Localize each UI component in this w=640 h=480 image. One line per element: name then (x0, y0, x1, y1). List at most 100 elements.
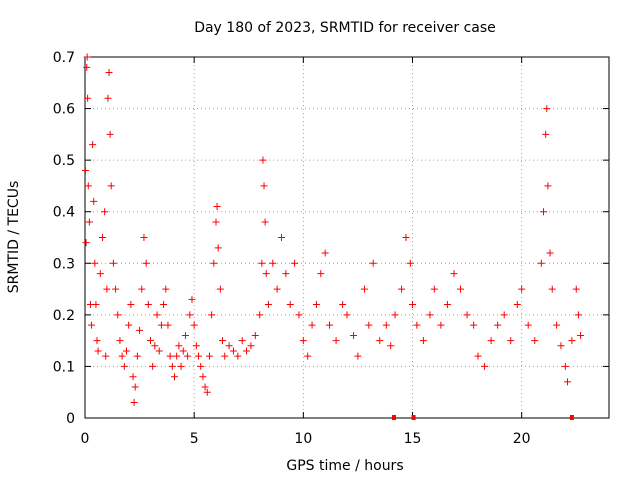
data-point (190, 321, 198, 329)
data-point (261, 218, 269, 226)
data-point (142, 259, 150, 267)
data-point (317, 270, 325, 278)
data-point (354, 352, 362, 360)
data-point (88, 321, 96, 329)
data-point (243, 347, 251, 355)
x-tick-label: 0 (81, 431, 90, 447)
data-point (229, 347, 237, 355)
data-point (295, 311, 303, 319)
data-point (92, 301, 100, 309)
data-point (171, 373, 179, 381)
data-point (173, 352, 181, 360)
data-point (201, 383, 209, 391)
data-point (494, 321, 502, 329)
data-point (419, 337, 427, 345)
data-point (568, 337, 576, 345)
data-point (553, 321, 561, 329)
data-point (106, 130, 114, 138)
data-point (247, 342, 255, 350)
data-point (102, 352, 110, 360)
data-point (542, 130, 550, 138)
data-points (81, 53, 585, 407)
y-tick-labels: 0 0.1 0.2 0.3 0.4 0.5 0.6 0.7 (53, 50, 75, 427)
data-point (457, 285, 465, 293)
data-point (304, 352, 312, 360)
data-point (260, 182, 268, 190)
data-point (500, 311, 508, 319)
data-point (291, 259, 299, 267)
data-point (406, 259, 414, 267)
data-point (308, 321, 316, 329)
data-point (175, 342, 183, 350)
data-point (186, 311, 194, 319)
data-point (166, 352, 174, 360)
data-point (210, 259, 218, 267)
data-point (273, 285, 281, 293)
data-point (184, 352, 192, 360)
data-point (213, 203, 221, 211)
data-point (537, 259, 545, 267)
data-point (470, 321, 478, 329)
data-point (326, 321, 334, 329)
data-point (179, 347, 187, 355)
x-tick-label: 15 (404, 431, 422, 447)
data-point (350, 331, 358, 339)
data-point (109, 259, 117, 267)
data-point (107, 182, 115, 190)
data-point (112, 285, 120, 293)
data-point (391, 311, 399, 319)
data-point (238, 337, 246, 345)
data-point (513, 301, 521, 309)
data-point (544, 182, 552, 190)
data-point (426, 311, 434, 319)
data-point (321, 249, 329, 257)
data-point (125, 321, 133, 329)
data-point (409, 301, 416, 309)
data-point (450, 270, 458, 278)
y-axis-label: SRMTID / TECUs (6, 181, 22, 294)
zero-mark (569, 415, 574, 420)
zero-mark (391, 415, 396, 420)
data-point (437, 321, 445, 329)
data-point (574, 311, 582, 319)
grid (85, 57, 609, 418)
data-point (155, 347, 163, 355)
data-point (83, 63, 91, 71)
data-point (282, 270, 290, 278)
data-point (89, 141, 97, 149)
data-point (376, 337, 384, 345)
data-point (507, 337, 515, 345)
y-tick-label: 0.6 (53, 102, 75, 118)
data-point (181, 331, 189, 339)
data-point (116, 337, 124, 345)
data-point (286, 301, 294, 309)
data-point (269, 259, 277, 267)
data-point (199, 373, 207, 381)
data-point (463, 311, 471, 319)
data-point (577, 331, 585, 339)
data-point (197, 362, 205, 370)
data-point (133, 352, 141, 360)
y-tick-label: 0.7 (53, 50, 75, 66)
y-tick-label: 0 (66, 411, 75, 427)
zero-mark (411, 415, 416, 420)
data-point (487, 337, 495, 345)
data-point (114, 311, 122, 319)
data-point (81, 166, 89, 174)
data-point (234, 352, 242, 360)
data-point (216, 285, 224, 293)
x-tick-label: 10 (294, 431, 312, 447)
data-point (543, 105, 551, 113)
y-tick-label: 0.5 (53, 153, 75, 169)
data-point (258, 259, 266, 267)
data-point (93, 337, 101, 345)
data-point (83, 53, 91, 61)
data-point (219, 337, 227, 345)
data-point (474, 352, 482, 360)
data-point (561, 362, 569, 370)
data-point (212, 218, 220, 226)
data-point (85, 218, 93, 226)
data-point (540, 208, 547, 216)
data-point (225, 342, 233, 350)
data-point (131, 383, 139, 391)
